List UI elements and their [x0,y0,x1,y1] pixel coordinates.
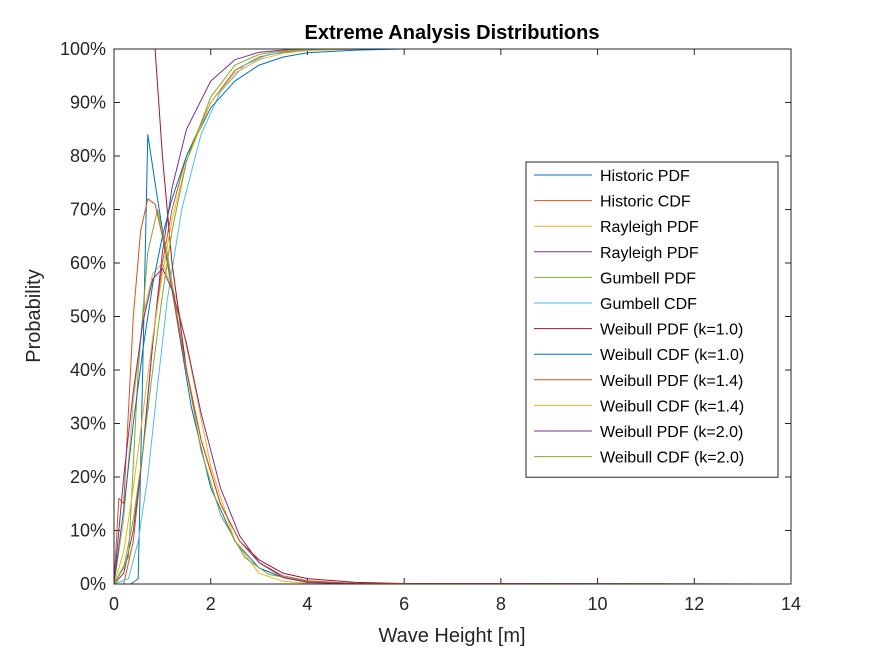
x-tick-label: 8 [496,594,506,614]
legend-entry-label: Weibull PDF (k=1.4) [600,373,743,390]
series-line-6 [113,48,791,585]
series-lines [113,48,792,585]
legend-entry-label: Historic PDF [600,168,690,185]
series-line-9 [113,198,792,585]
y-tick-label: 20% [70,467,106,487]
plot-frame [113,48,792,585]
y-tick-label: 60% [70,253,106,273]
x-tick-label: 2 [206,594,216,614]
x-tick-label: 14 [781,594,801,614]
y-tick-label: 0% [80,574,106,594]
y-tick-label: 30% [70,414,106,434]
legend-entry-label: Weibull CDF (k=2.0) [600,450,744,467]
legend-entry-label: Weibull PDF (k=1.0) [600,322,743,339]
chart-title: Extreme Analysis Distributions [305,22,600,44]
x-tick-label: 6 [399,594,409,614]
y-tick-label: 90% [70,93,106,113]
x-axis-ticks: 0 2 4 6 8 10 12 14 [109,49,801,614]
x-tick-label: 4 [302,594,312,614]
y-axis-label: Probability [23,269,45,362]
legend-entry-label: Weibull PDF (k=2.0) [600,424,743,441]
y-tick-label: 80% [70,146,106,166]
y-tick-label: 40% [70,360,106,380]
x-tick-label: 10 [588,594,608,614]
legend-box [525,161,779,478]
legend-entry-label: Weibull CDF (k=1.4) [600,398,744,415]
legend-entry-label: Gumbell CDF [600,296,697,313]
series-line-11 [113,267,791,585]
legend-entry-label: Rayleigh PDF [600,245,699,262]
legend-entry-label: Rayleigh PDF [600,219,699,236]
legend-entry-label: Weibull CDF (k=1.0) [600,347,744,364]
x-tick-label: 0 [109,594,119,614]
x-tick-label: 12 [684,594,704,614]
y-tick-label: 50% [70,307,106,327]
y-tick-label: 70% [70,200,106,220]
series-line-12 [113,48,791,585]
y-tick-label: 100% [60,39,106,59]
y-tick-label: 10% [70,521,106,541]
legend-entry-label: Historic CDF [600,194,691,211]
legend-entry-label: Gumbell PDF [600,270,696,287]
legend: Historic PDF Historic CDF Rayleigh PDF Rayl… [525,161,779,478]
series-line-3 [113,262,791,585]
y-axis-ticks: 0% 10% 20% 30% 40% 50% 60% 70% 80% 90% 100% [60,39,791,594]
x-axis-label: Wave Height [m] [378,625,525,647]
